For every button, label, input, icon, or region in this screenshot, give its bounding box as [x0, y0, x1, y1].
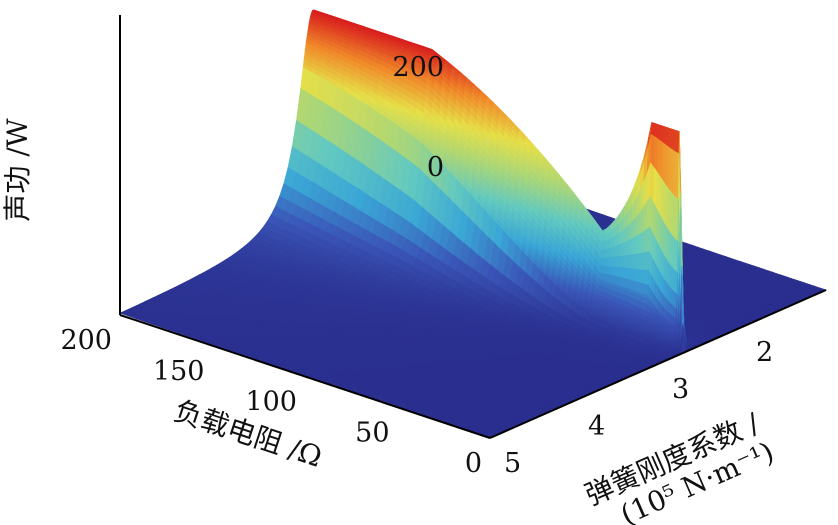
- surface-plot: [119, 9, 827, 439]
